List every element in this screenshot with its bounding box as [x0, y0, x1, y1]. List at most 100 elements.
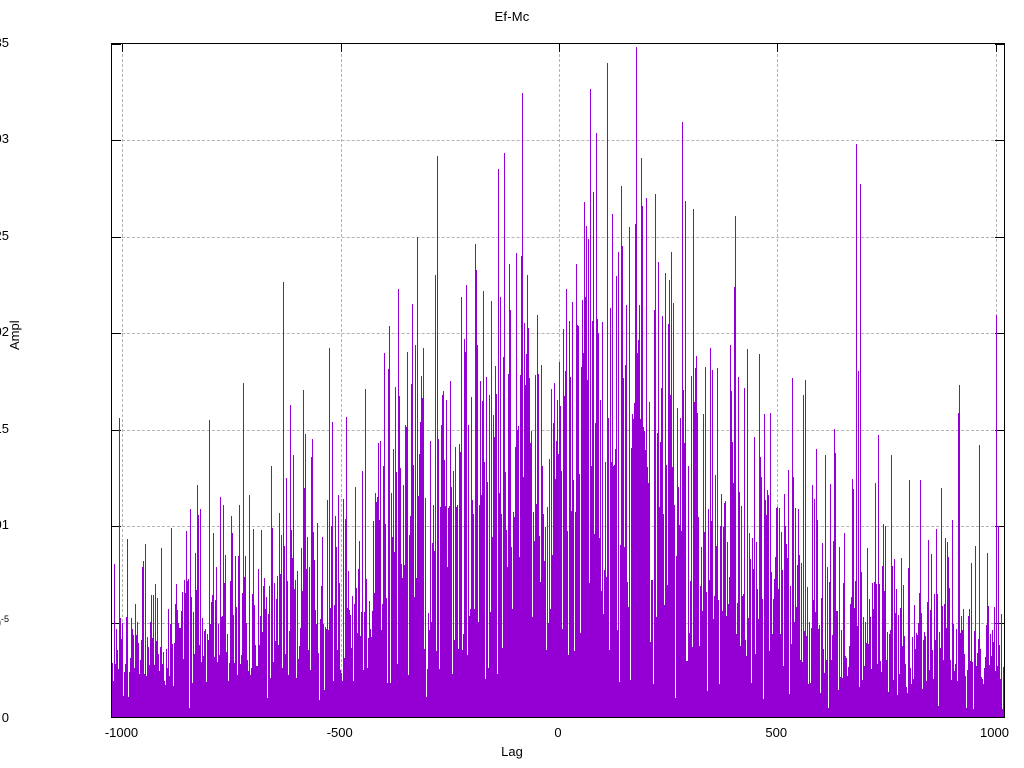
impulse-bar [933, 679, 934, 717]
impulse-bar [696, 355, 697, 717]
impulse-bar [408, 674, 409, 717]
impulse-bar [157, 597, 158, 717]
impulse-bar [822, 543, 823, 717]
impulse-bar [821, 597, 822, 717]
impulse-bar [815, 612, 816, 717]
impulse-bar [287, 581, 288, 717]
impulse-bar [296, 677, 297, 717]
impulse-bar [471, 396, 472, 717]
impulse-bar [913, 679, 914, 717]
impulse-bar [843, 582, 844, 717]
impulse-bar [302, 591, 303, 717]
impulse-bar [130, 657, 131, 717]
impulse-bar [530, 442, 531, 717]
impulse-bar [153, 595, 154, 717]
impulse-bar [467, 655, 468, 717]
impulse-bar [462, 649, 463, 717]
impulse-bar [214, 656, 215, 717]
impulse-bar [291, 529, 292, 717]
impulse-bar [235, 555, 236, 717]
impulse-bar [644, 430, 645, 717]
impulse-bar [717, 367, 718, 717]
impulse-bar [447, 566, 448, 717]
impulse-bar [964, 653, 965, 717]
impulse-bar [817, 520, 818, 717]
impulse-bar [483, 291, 484, 717]
impulse-bar [321, 586, 322, 717]
impulse-bar [372, 611, 373, 717]
impulse-bar [975, 546, 976, 717]
impulse-bar [760, 457, 761, 717]
impulse-bar [839, 546, 840, 717]
impulse-bar [151, 595, 152, 717]
impulse-bar [415, 345, 416, 717]
impulse-bar [932, 649, 933, 717]
impulse-bar [712, 369, 713, 717]
impulse-bar [127, 538, 128, 717]
impulse-bar [570, 376, 571, 717]
impulse-bar [702, 610, 703, 717]
impulse-bar [152, 638, 153, 717]
impulse-bar [497, 674, 498, 717]
impulse-bar [387, 683, 388, 717]
impulse-bar [160, 647, 161, 717]
impulse-bar [979, 444, 980, 717]
impulse-bar [224, 582, 225, 717]
impulse-bar [683, 389, 684, 717]
impulse-bar [677, 407, 678, 717]
y-tick-mark [995, 140, 1004, 142]
impulse-bar [455, 446, 456, 717]
impulse-bar [791, 643, 792, 717]
impulse-bar [356, 587, 357, 717]
impulse-bar [337, 649, 338, 717]
impulse-bar [777, 507, 778, 717]
impulse-bar [505, 471, 506, 717]
impulse-bar [538, 374, 539, 717]
y-tick-mark [995, 333, 1004, 335]
impulse-bar [534, 541, 535, 717]
impulse-bar [919, 593, 920, 717]
impulse-bar [852, 479, 853, 717]
impulse-bar [215, 600, 216, 717]
impulse-bar [993, 642, 994, 717]
impulse-bar [230, 580, 231, 717]
impulse-bar [181, 610, 182, 717]
impulse-bar [845, 655, 846, 717]
impulse-bar [352, 596, 353, 717]
impulse-bar [306, 568, 307, 717]
impulse-bar [543, 514, 544, 717]
impulse-bar [887, 632, 888, 717]
impulse-bar [162, 663, 163, 717]
impulse-bar [227, 634, 228, 717]
impulse-bar [997, 665, 998, 717]
impulse-bar [277, 576, 278, 717]
y-tick-mark [995, 44, 1004, 45]
impulse-bar [395, 387, 396, 717]
impulse-bar [648, 483, 649, 717]
impulse-bar [416, 578, 417, 717]
impulse-bar [439, 668, 440, 717]
impulse-bar [550, 608, 551, 717]
impulse-bar [910, 668, 911, 717]
impulse-bar [721, 494, 722, 717]
impulse-bar [720, 525, 721, 717]
impulse-bar [476, 269, 477, 717]
impulse-bar [451, 486, 452, 717]
impulse-bar [315, 609, 316, 717]
impulse-bar [482, 400, 483, 717]
impulse-bar [508, 374, 509, 717]
impulse-bar [178, 622, 179, 717]
impulse-bar [454, 640, 455, 717]
impulse-bar [136, 634, 137, 717]
impulse-bar [674, 504, 675, 717]
y-tick-label: 0.00025 [0, 227, 9, 243]
impulse-bar [269, 585, 270, 717]
impulse-bar [606, 576, 607, 717]
impulse-bar [753, 569, 754, 717]
impulse-bar [266, 596, 267, 717]
impulse-bar [948, 557, 949, 717]
impulse-bar [203, 656, 204, 717]
impulse-bar [234, 663, 235, 717]
impulse-bar [962, 630, 963, 717]
impulse-bar [336, 547, 337, 717]
